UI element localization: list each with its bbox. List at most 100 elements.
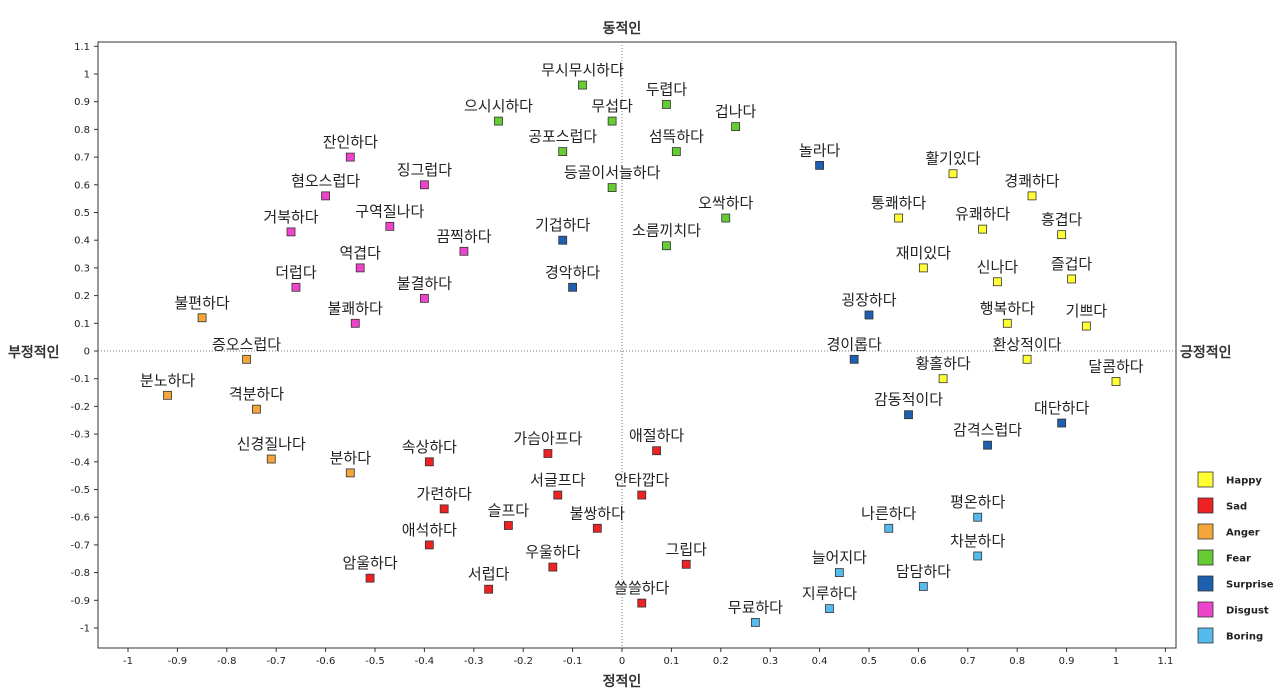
point-disgust bbox=[291, 282, 301, 292]
point-happy bbox=[1057, 230, 1067, 240]
point-label: 경이롭다 bbox=[827, 335, 882, 353]
legend-label-sad: Sad bbox=[1226, 502, 1247, 513]
point-label: 굉장하다 bbox=[841, 291, 896, 309]
point-disgust bbox=[321, 191, 331, 201]
y-tick-label: 0.3 bbox=[74, 263, 90, 274]
x-tick-label: 0.9 bbox=[1059, 656, 1075, 667]
point-happy bbox=[1027, 191, 1037, 201]
point-surprise bbox=[849, 354, 859, 364]
legend-swatch-happy bbox=[1197, 471, 1214, 488]
point-label: 지루하다 bbox=[802, 585, 857, 603]
point-label: 기겁하다 bbox=[535, 216, 590, 234]
point-anger bbox=[345, 468, 355, 478]
point-label: 서글프다 bbox=[530, 471, 585, 489]
legend-label-fear: Fear bbox=[1226, 554, 1251, 565]
point-label: 혐오스럽다 bbox=[291, 172, 360, 190]
y-tick-label: 0.4 bbox=[74, 236, 90, 247]
point-label: 기쁘다 bbox=[1066, 302, 1108, 320]
point-disgust bbox=[459, 246, 469, 256]
point-label: 증오스럽다 bbox=[212, 335, 281, 353]
point-label: 징그럽다 bbox=[397, 161, 452, 179]
point-label: 흥겹다 bbox=[1041, 211, 1083, 229]
point-label: 즐겁다 bbox=[1051, 255, 1093, 273]
point-label: 분노하다 bbox=[140, 371, 195, 389]
axis-title-bottom: 정적인 bbox=[603, 673, 642, 690]
point-label: 쓸쓸하다 bbox=[614, 579, 669, 597]
point-label: 활기있다 bbox=[925, 150, 980, 168]
point-label: 등골이서늘하다 bbox=[564, 164, 661, 182]
x-tick-label: -0.1 bbox=[563, 656, 583, 667]
y-tick-label: -0.3 bbox=[70, 430, 90, 441]
point-label: 감격스럽다 bbox=[953, 421, 1022, 439]
point-label: 역겹다 bbox=[339, 244, 381, 262]
point-sad bbox=[543, 449, 553, 458]
point-fear bbox=[494, 116, 503, 126]
point-label: 가련하다 bbox=[417, 485, 472, 503]
point-label: 재미있다 bbox=[896, 244, 951, 262]
point-sad bbox=[652, 446, 661, 456]
legend-label-surprise: Surprise bbox=[1226, 580, 1274, 591]
point-happy bbox=[1002, 318, 1012, 328]
x-tick-label: 0.6 bbox=[910, 656, 926, 667]
point-fear bbox=[721, 213, 731, 223]
y-tick-label: -0.6 bbox=[70, 513, 90, 524]
point-disgust bbox=[286, 227, 296, 237]
point-fear bbox=[731, 122, 741, 132]
x-tick-label: -0.9 bbox=[168, 656, 188, 667]
point-surprise bbox=[904, 410, 913, 420]
point-happy bbox=[938, 374, 948, 384]
y-tick-label: -0.5 bbox=[70, 485, 90, 496]
x-tick-label: 1 bbox=[1113, 656, 1119, 667]
axis-title-left: 부정적인 bbox=[8, 344, 60, 361]
point-label: 행복하다 bbox=[980, 299, 1035, 317]
point-label: 잔인하다 bbox=[323, 133, 378, 151]
point-label: 경쾌하다 bbox=[1004, 172, 1059, 190]
point-fear bbox=[607, 183, 617, 192]
y-tick-label: 1 bbox=[84, 70, 90, 81]
point-label: 구역질나다 bbox=[355, 202, 424, 220]
y-tick-label: 0.8 bbox=[74, 125, 90, 136]
y-tick-label: -0.8 bbox=[70, 568, 90, 579]
legend-swatch-fear bbox=[1197, 549, 1214, 566]
point-label: 신경질나다 bbox=[237, 435, 306, 453]
point-label: 불결하다 bbox=[397, 274, 452, 292]
point-sad bbox=[424, 540, 434, 550]
point-label: 두렵다 bbox=[646, 80, 688, 98]
point-fear bbox=[662, 100, 671, 109]
point-fear bbox=[578, 80, 587, 90]
point-boring bbox=[973, 512, 983, 522]
point-label: 황홀하다 bbox=[915, 355, 970, 373]
point-surprise bbox=[568, 282, 577, 292]
legend-swatch-disgust bbox=[1197, 601, 1214, 618]
point-label: 불편하다 bbox=[174, 294, 229, 312]
point-surprise bbox=[815, 161, 824, 170]
point-label: 경악하다 bbox=[545, 263, 600, 281]
point-happy bbox=[1111, 377, 1121, 386]
point-sad bbox=[424, 457, 434, 467]
point-surprise bbox=[1057, 418, 1067, 428]
point-boring bbox=[825, 604, 834, 614]
y-tick-label: 0.7 bbox=[74, 153, 90, 164]
point-anger bbox=[242, 354, 251, 364]
x-tick-label: 0.1 bbox=[663, 656, 679, 667]
point-boring bbox=[884, 523, 894, 533]
point-label: 환상적이다 bbox=[993, 335, 1062, 353]
x-tick-label: 0 bbox=[619, 656, 625, 667]
y-tick-label: -0.1 bbox=[70, 374, 90, 385]
point-label: 대단하다 bbox=[1034, 399, 1089, 417]
point-boring bbox=[750, 618, 760, 627]
point-label: 유쾌하다 bbox=[955, 205, 1010, 223]
point-label: 무섭다 bbox=[591, 97, 633, 115]
y-tick-label: 1.1 bbox=[74, 42, 90, 53]
point-label: 속상하다 bbox=[402, 438, 457, 456]
legend-swatch-sad bbox=[1197, 497, 1214, 514]
legend-label-happy: Happy bbox=[1226, 476, 1262, 487]
axis-ticks: -1 -0.9 -0.8 -0.7 -0.6 -0.5 -0.4 -0.3 -0.2 -0.1 0 0… bbox=[70, 42, 1173, 667]
plot-frame bbox=[97, 41, 1177, 649]
point-surprise bbox=[983, 440, 992, 450]
point-sad bbox=[592, 523, 602, 533]
x-tick-label: -0.2 bbox=[513, 656, 533, 667]
x-tick-label: -0.5 bbox=[365, 656, 385, 667]
